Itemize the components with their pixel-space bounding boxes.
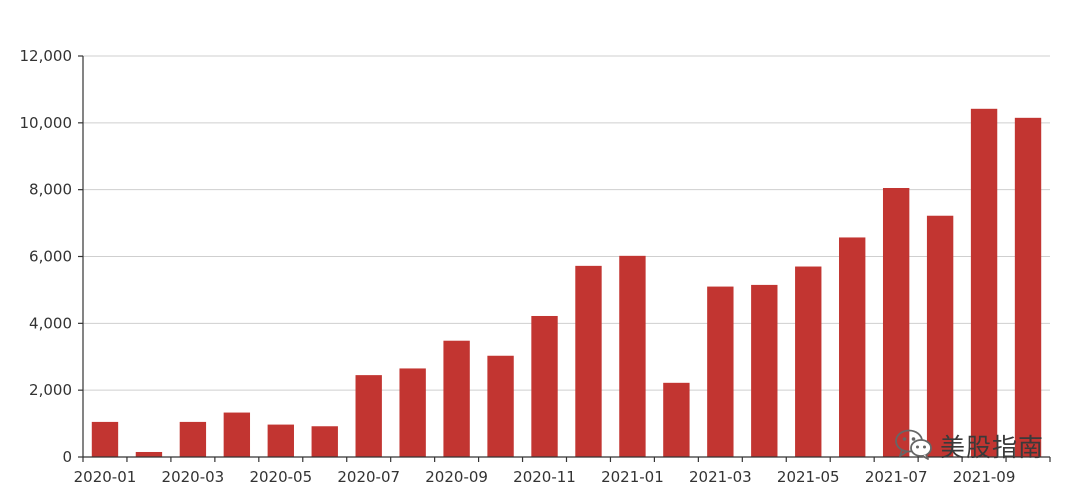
x-tick-label: 2020-05 <box>249 468 312 486</box>
bar-2020-07 <box>355 375 382 457</box>
y-tick-label: 10,000 <box>20 114 73 132</box>
bar-2020-05 <box>267 424 294 457</box>
bar-2020-12 <box>575 265 602 457</box>
y-tick-label: 6,000 <box>29 248 72 266</box>
x-tick-label: 2020-03 <box>162 468 225 486</box>
x-tick-label: 2021-07 <box>865 468 928 486</box>
y-tick-label: 4,000 <box>29 314 72 332</box>
bar-2021-03 <box>707 286 734 457</box>
bar-2021-01 <box>619 255 646 457</box>
x-tick-label: 2020-01 <box>74 468 137 486</box>
bars <box>91 108 1042 457</box>
watermark: 美股指南 <box>894 428 1044 464</box>
y-tick-label: 12,000 <box>20 47 73 65</box>
x-tick-label: 2021-05 <box>777 468 840 486</box>
x-tick-label: 2021-03 <box>689 468 752 486</box>
x-tick-label: 2021-01 <box>601 468 664 486</box>
bar-2020-08 <box>399 368 426 457</box>
bar-2021-05 <box>795 266 822 457</box>
bar-2021-04 <box>751 284 778 457</box>
y-tick-label: 0 <box>62 448 72 466</box>
bar-2021-08 <box>926 215 954 457</box>
bar-2020-02 <box>135 451 163 457</box>
x-tick-label: 2020-09 <box>425 468 488 486</box>
wechat-icon <box>894 428 934 464</box>
bar-2021-10 <box>1014 117 1042 457</box>
y-tick-label: 8,000 <box>29 181 72 199</box>
x-tick-label: 2020-07 <box>337 468 400 486</box>
bar-2020-06 <box>311 426 338 457</box>
bar-2020-04 <box>223 412 251 457</box>
bar-2020-10 <box>487 355 514 457</box>
bar-2021-09 <box>970 108 998 457</box>
x-axis-ticks: 2020-01 2020-03 2020-05 2020-07 2020-09 2020-… <box>74 457 1051 486</box>
bar-2020-03 <box>179 421 207 457</box>
x-tick-label: 2020-11 <box>513 468 576 486</box>
watermark-text: 美股指南 <box>940 433 1045 462</box>
bar-2020-01 <box>91 421 119 457</box>
y-tick-label: 2,000 <box>29 381 72 399</box>
bar-2021-06 <box>839 237 866 457</box>
bar-2021-02 <box>663 382 690 457</box>
bar-2021-07 <box>882 187 910 457</box>
x-tick-label: 2021-09 <box>953 468 1016 486</box>
bar-2020-11 <box>531 315 558 457</box>
y-axis-ticks: 0 2,000 4,000 6,000 8,000 10,000 12,000 <box>20 47 83 466</box>
bar-2020-09 <box>443 340 470 457</box>
